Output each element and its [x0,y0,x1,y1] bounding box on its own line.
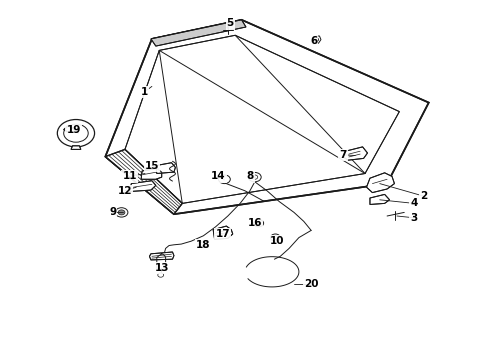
Polygon shape [151,20,246,46]
Polygon shape [149,252,174,260]
Polygon shape [125,35,399,203]
Text: 9: 9 [109,207,116,217]
Text: 3: 3 [411,213,417,223]
Text: 10: 10 [270,236,284,246]
Circle shape [115,208,128,217]
Polygon shape [156,163,175,174]
Polygon shape [105,20,429,214]
Polygon shape [343,147,368,160]
Text: 8: 8 [246,171,253,181]
Polygon shape [367,173,394,193]
Polygon shape [64,126,73,132]
Circle shape [57,120,95,147]
Circle shape [248,172,261,182]
Text: 15: 15 [145,161,159,171]
Text: 18: 18 [196,240,211,250]
Text: 17: 17 [216,229,230,239]
Text: 6: 6 [310,36,317,46]
Polygon shape [141,168,162,179]
Polygon shape [311,36,321,44]
Text: 11: 11 [122,171,137,181]
Text: 20: 20 [304,279,318,289]
Circle shape [158,273,164,277]
Text: 16: 16 [247,218,262,228]
Circle shape [270,234,280,241]
Circle shape [219,175,230,184]
Text: 2: 2 [420,191,427,201]
Polygon shape [370,194,390,204]
Polygon shape [157,254,166,270]
Polygon shape [71,146,81,149]
Text: 14: 14 [211,171,225,181]
Text: 7: 7 [339,150,347,160]
Circle shape [118,210,125,215]
Polygon shape [213,226,233,239]
Polygon shape [130,181,156,192]
Circle shape [198,242,206,248]
Polygon shape [105,149,182,214]
Text: 19: 19 [66,125,81,135]
Text: 5: 5 [227,18,234,28]
Text: 12: 12 [118,186,132,196]
Text: 13: 13 [154,263,169,273]
Text: 4: 4 [410,198,418,208]
Text: 1: 1 [141,87,148,97]
Circle shape [254,220,264,227]
